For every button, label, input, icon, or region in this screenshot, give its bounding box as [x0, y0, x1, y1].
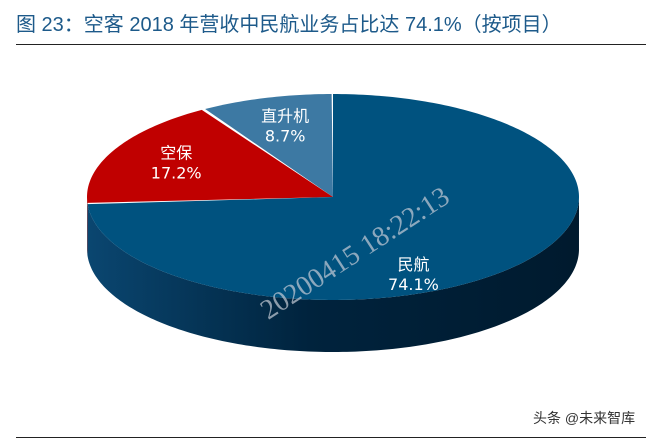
source-credit: 头条 @未来智库: [533, 410, 636, 426]
slice-category-label: 民航: [397, 255, 429, 274]
title-divider: [16, 44, 646, 45]
pie-side-2: [87, 197, 579, 352]
chart-title: 图 23：空客 2018 年营收中民航业务占比达 74.1%（按项目）: [16, 14, 562, 36]
bottom-divider: [16, 437, 646, 438]
slice-value-label: 17.2%: [151, 164, 202, 183]
slice-value-label: 74.1%: [388, 275, 439, 294]
slice-value-label: 8.7%: [265, 127, 306, 146]
pie-slice-2: [87, 94, 579, 300]
slice-category-label: 空保: [160, 144, 192, 163]
pie-slice-0: [205, 94, 333, 197]
slice-category-label: 直升机: [261, 107, 309, 126]
pie-slice-1: [87, 109, 333, 203]
